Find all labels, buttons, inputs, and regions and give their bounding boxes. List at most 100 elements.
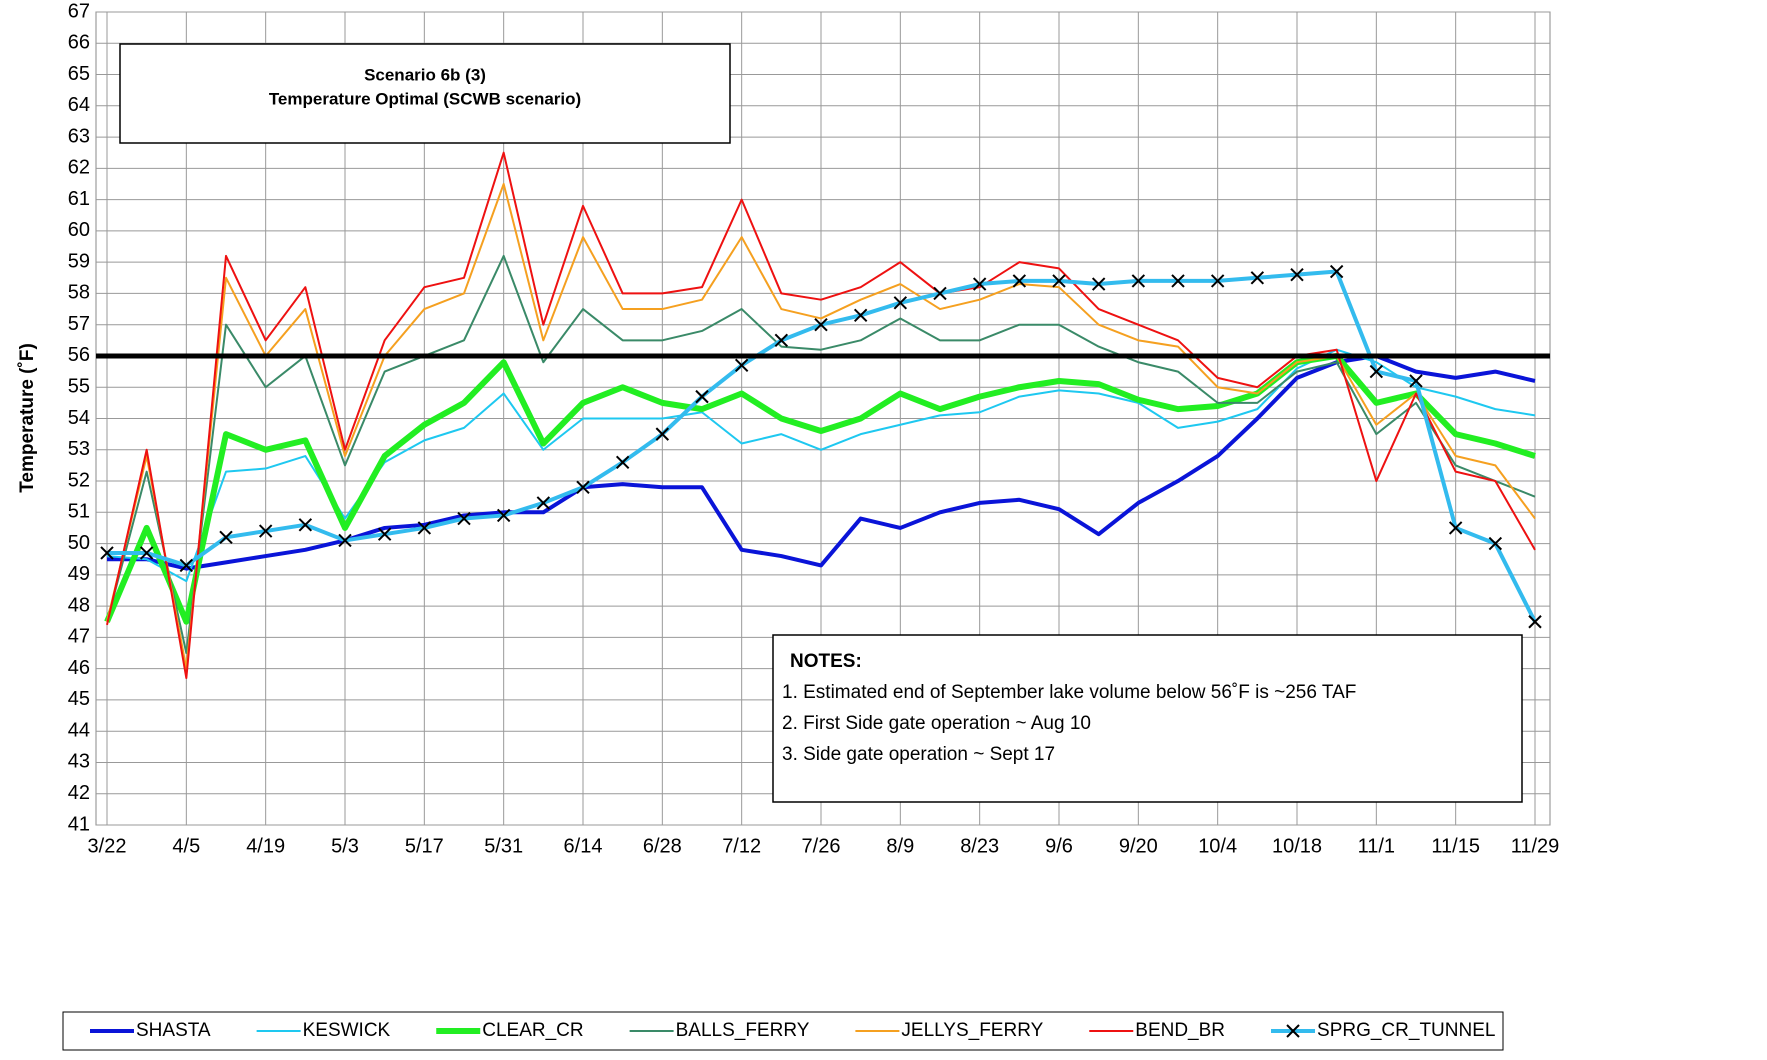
legend-label: SPRG_CR_TUNNEL <box>1317 1020 1495 1041</box>
series-marker <box>1210 274 1225 288</box>
series-marker <box>1488 536 1503 551</box>
x-tick-label: 9/20 <box>1119 835 1158 857</box>
y-tick-label: 48 <box>68 594 90 616</box>
note-line: 3. Side gate operation ~ Sept 17 <box>782 744 1055 765</box>
legend-label: JELLYS_FERRY <box>901 1020 1043 1041</box>
y-tick-label: 45 <box>68 688 90 710</box>
series-marker <box>417 521 432 535</box>
series-marker <box>219 530 233 545</box>
y-tick-label: 67 <box>68 0 90 22</box>
note-line: 2. First Side gate operation ~ Aug 10 <box>782 713 1091 734</box>
series-marker <box>814 317 828 332</box>
x-tick-label: 5/31 <box>484 835 523 857</box>
y-tick-label: 65 <box>68 63 90 85</box>
y-tick-label: 41 <box>68 813 90 835</box>
x-tick-label: 5/17 <box>405 835 444 857</box>
series-marker <box>1091 277 1106 291</box>
series-marker <box>1131 274 1146 288</box>
x-tick-label: 6/28 <box>643 835 682 857</box>
legend-label: CLEAR_CR <box>482 1020 583 1041</box>
x-tick-label: 7/12 <box>722 835 761 857</box>
series-marker <box>774 333 789 348</box>
y-tick-label: 59 <box>68 250 90 272</box>
series-marker <box>893 296 908 310</box>
series-marker <box>1329 264 1344 279</box>
series-marker <box>1250 271 1265 285</box>
legend-label: KESWICK <box>303 1020 391 1041</box>
series-marker <box>1012 274 1027 288</box>
series-marker <box>1290 267 1304 282</box>
series-marker <box>496 508 511 523</box>
y-tick-label: 54 <box>68 407 90 429</box>
series-marker <box>695 389 709 404</box>
series-marker <box>853 308 868 323</box>
y-tick-label: 43 <box>68 751 90 773</box>
series-marker <box>655 427 670 441</box>
y-tick-label: 53 <box>68 438 90 460</box>
y-tick-label: 66 <box>68 32 90 54</box>
x-tick-label: 5/3 <box>331 835 359 857</box>
series-marker <box>1052 274 1066 288</box>
y-tick-label: 57 <box>68 313 90 335</box>
series-marker <box>536 496 551 510</box>
y-tick-label: 46 <box>68 657 90 679</box>
y-tick-label: 42 <box>68 782 90 804</box>
x-tick-label: 11/1 <box>1358 835 1395 857</box>
series-marker <box>933 286 947 301</box>
series-line <box>106 348 1536 583</box>
series-line <box>106 182 1536 670</box>
legend-label: BEND_BR <box>1135 1020 1225 1041</box>
series-marker <box>258 524 273 538</box>
chart-title: Temperature Optimal (SCWB scenario) <box>269 89 581 108</box>
y-tick-label: 60 <box>68 219 90 241</box>
x-tick-label: 4/19 <box>246 835 285 857</box>
series-marker <box>377 527 392 541</box>
series-marker <box>457 511 471 526</box>
series-marker <box>576 480 590 494</box>
series-marker <box>972 277 987 291</box>
series-marker <box>615 455 630 469</box>
notes-box <box>772 634 1523 803</box>
y-tick-label: 62 <box>68 157 90 179</box>
x-tick-label: 7/26 <box>802 835 841 857</box>
legend-label: BALLS_FERRY <box>676 1020 810 1041</box>
x-tick-label: 8/23 <box>960 835 999 857</box>
legend-marker <box>1286 1024 1300 1038</box>
series-marker <box>298 518 313 532</box>
series-line <box>106 254 1536 655</box>
y-tick-label: 63 <box>68 125 90 147</box>
y-tick-label: 58 <box>68 282 90 304</box>
x-tick-label: 10/4 <box>1198 835 1237 857</box>
y-tick-label: 56 <box>68 344 90 366</box>
x-tick-label: 11/29 <box>1511 835 1560 857</box>
y-tick-label: 61 <box>68 188 90 210</box>
note-line: 1. Estimated end of September lake volum… <box>782 682 1356 703</box>
y-tick-label: 51 <box>68 501 90 523</box>
y-tick-label: 52 <box>68 469 90 491</box>
y-tick-label: 64 <box>68 94 90 116</box>
series-marker <box>1409 374 1423 388</box>
series-marker <box>179 558 194 573</box>
y-axis-label: Temperature (˚F) <box>17 343 38 493</box>
legend-label: SHASTA <box>136 1020 211 1041</box>
series-marker <box>1448 521 1463 535</box>
y-tick-label: 47 <box>68 626 90 648</box>
x-tick-label: 6/14 <box>564 835 603 857</box>
x-tick-label: 9/6 <box>1045 835 1073 857</box>
chart-title: Scenario 6b (3) <box>364 65 486 84</box>
series-marker <box>1528 615 1542 629</box>
y-tick-label: 44 <box>68 719 90 741</box>
x-tick-label: 10/18 <box>1272 835 1322 857</box>
series-marker <box>139 546 154 560</box>
x-tick-label: 8/9 <box>886 835 914 857</box>
y-tick-label: 49 <box>68 563 90 585</box>
y-tick-label: 55 <box>68 376 90 398</box>
x-tick-label: 11/15 <box>1431 835 1480 857</box>
series-marker <box>1369 364 1384 379</box>
x-tick-label: 3/22 <box>88 835 127 857</box>
title-box <box>119 43 731 144</box>
series-marker <box>338 533 352 548</box>
notes-heading: NOTES: <box>790 651 862 672</box>
series-marker <box>1171 274 1185 288</box>
